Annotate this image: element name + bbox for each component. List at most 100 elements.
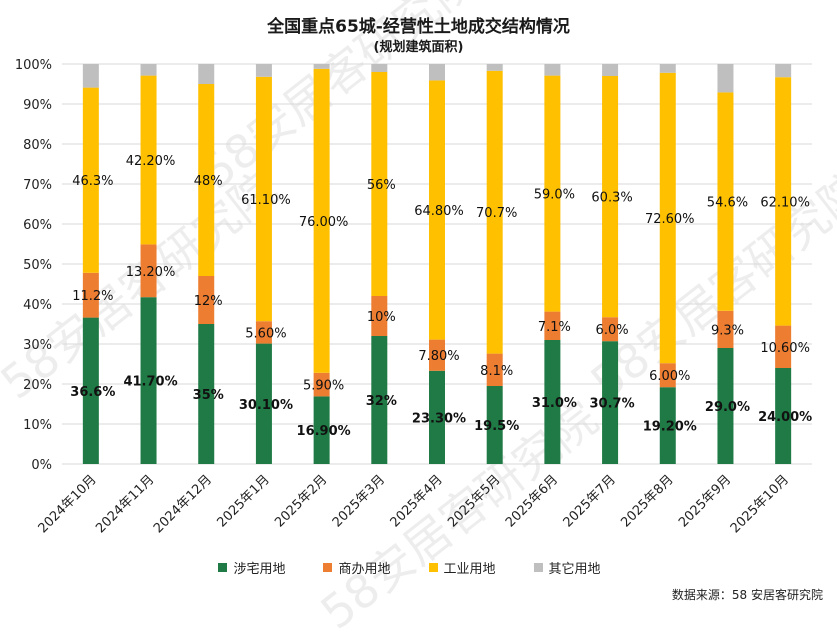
bar-segment-other <box>602 64 619 76</box>
y-tick-label: 60% <box>23 218 52 233</box>
data-label-commercial: 13.20% <box>126 265 176 280</box>
data-label-industrial: 59.0% <box>534 188 575 203</box>
data-label-commercial: 6.00% <box>649 369 690 384</box>
data-label-residential: 32% <box>366 394 397 409</box>
x-tick-label: 2025年9月 <box>676 472 734 530</box>
bar-segment-industrial <box>313 68 330 373</box>
bar-segment-commercial <box>659 363 676 388</box>
y-tick-label: 50% <box>23 258 52 273</box>
data-label-industrial: 54.6% <box>707 196 748 211</box>
data-label-industrial: 60.3% <box>591 191 632 206</box>
bar-segment-other <box>659 64 676 73</box>
bar-segment-residential <box>486 386 503 464</box>
data-label-residential: 29.0% <box>705 400 750 415</box>
y-tick-label: 10% <box>23 418 52 433</box>
bar-segment-commercial <box>140 244 157 298</box>
legend: 涉宅用地 商办用地 工业用地 其它用地 <box>0 558 837 577</box>
bars <box>82 64 792 464</box>
legend-item: 工业用地 <box>428 558 496 577</box>
data-label-industrial: 56% <box>367 178 396 193</box>
x-tick-label: 2025年8月 <box>618 472 676 530</box>
data-label-commercial: 12% <box>194 294 223 309</box>
bar-segment-residential <box>82 317 99 464</box>
data-label-commercial: 7.1% <box>538 320 571 335</box>
bar-segment-industrial <box>486 70 503 354</box>
x-tick-label: 2025年3月 <box>330 472 388 530</box>
bar-segment-residential <box>602 341 619 464</box>
bar-labels: 36.6% 11.2% 46.3% 41.70% 13.20% 42.20% 35% 12% 4… <box>70 154 812 439</box>
legend-label: 工业用地 <box>443 562 496 577</box>
y-tick-label: 30% <box>23 338 52 353</box>
bar-segment-residential <box>198 324 215 464</box>
legend-item: 其它用地 <box>533 558 601 577</box>
data-label-residential: 30.7% <box>590 397 635 412</box>
bar-segment-industrial <box>602 76 619 318</box>
bar-segment-other <box>429 64 445 81</box>
data-label-commercial: 10% <box>367 310 396 325</box>
data-label-residential: 24.00% <box>758 410 812 425</box>
data-label-commercial: 11.2% <box>72 289 113 304</box>
bar-segment-industrial <box>255 76 272 322</box>
y-axis: 0% 10% 20% 30% 40% 50% 60% 70% 80% 90% 100% <box>15 58 52 473</box>
data-label-commercial: 8.1% <box>480 364 513 379</box>
data-label-commercial: 6.0% <box>596 323 629 338</box>
data-label-industrial: 62.10% <box>760 195 810 210</box>
bar-segment-residential <box>313 396 330 464</box>
y-tick-label: 70% <box>23 178 52 193</box>
bar-segment-residential <box>371 336 388 464</box>
bar-segment-residential <box>717 348 734 464</box>
bar-segment-residential <box>775 368 792 464</box>
bar-segment-other <box>198 64 215 84</box>
data-label-commercial: 7.80% <box>418 349 459 364</box>
bar-segment-other <box>486 64 503 71</box>
data-label-industrial: 42.20% <box>126 154 176 169</box>
bar-segment-other <box>313 64 330 69</box>
bar-segment-commercial <box>544 311 561 340</box>
y-tick-label: 90% <box>23 98 52 113</box>
bar-segment-commercial <box>198 276 215 324</box>
bar-segment-commercial <box>775 325 792 368</box>
legend-swatch <box>533 563 543 572</box>
x-tick-label: 2025年7月 <box>561 472 619 530</box>
bar-segment-other <box>717 64 734 93</box>
data-label-industrial: 72.60% <box>645 212 695 227</box>
bar-segment-industrial <box>717 92 734 311</box>
legend-label: 涉宅用地 <box>233 562 286 577</box>
bar-segment-industrial <box>775 77 792 326</box>
y-tick-label: 20% <box>23 378 52 393</box>
legend-label: 商办用地 <box>338 562 391 577</box>
legend-label: 其它用地 <box>548 562 601 577</box>
stacked-bar-chart: 0% 10% 20% 30% 40% 50% 60% 70% 80% 90% 100% 36.6% 1… <box>15 58 812 536</box>
data-label-residential: 19.20% <box>643 420 697 435</box>
data-label-industrial: 76.00% <box>299 215 349 230</box>
data-label-residential: 23.30% <box>412 411 466 426</box>
bar-segment-residential <box>255 343 272 464</box>
x-tick-label: 2025年1月 <box>215 472 273 530</box>
bar-segment-residential <box>659 387 676 464</box>
bar-segment-residential <box>429 370 445 464</box>
bar-segment-commercial <box>602 317 619 342</box>
bar-segment-industrial <box>429 80 445 340</box>
y-tick-label: 80% <box>23 138 52 153</box>
bar-segment-commercial <box>429 339 445 371</box>
legend-item: 商办用地 <box>323 558 391 577</box>
chart-subtitle: (规划建筑面积) <box>373 40 464 55</box>
x-tick-label: 2025年5月 <box>445 472 503 530</box>
bar-segment-commercial <box>255 321 272 344</box>
data-label-commercial: 9.3% <box>711 323 744 338</box>
bar-segment-commercial <box>82 272 99 318</box>
data-label-industrial: 70.7% <box>476 206 517 221</box>
x-tick-label: 2025年2月 <box>272 472 330 530</box>
x-tick-label: 2025年6月 <box>503 472 561 530</box>
y-tick-label: 0% <box>31 458 52 473</box>
source-note: 数据来源：58 安居客研究院 <box>671 588 823 602</box>
bar-segment-industrial <box>659 72 676 364</box>
data-label-commercial: 10.60% <box>760 341 810 356</box>
bar-segment-commercial <box>717 310 734 348</box>
bar-segment-other <box>82 64 99 88</box>
bar-segment-other <box>371 64 388 72</box>
data-label-residential: 41.70% <box>123 375 177 390</box>
legend-item: 涉宅用地 <box>218 558 285 577</box>
y-tick-label: 100% <box>15 58 52 73</box>
